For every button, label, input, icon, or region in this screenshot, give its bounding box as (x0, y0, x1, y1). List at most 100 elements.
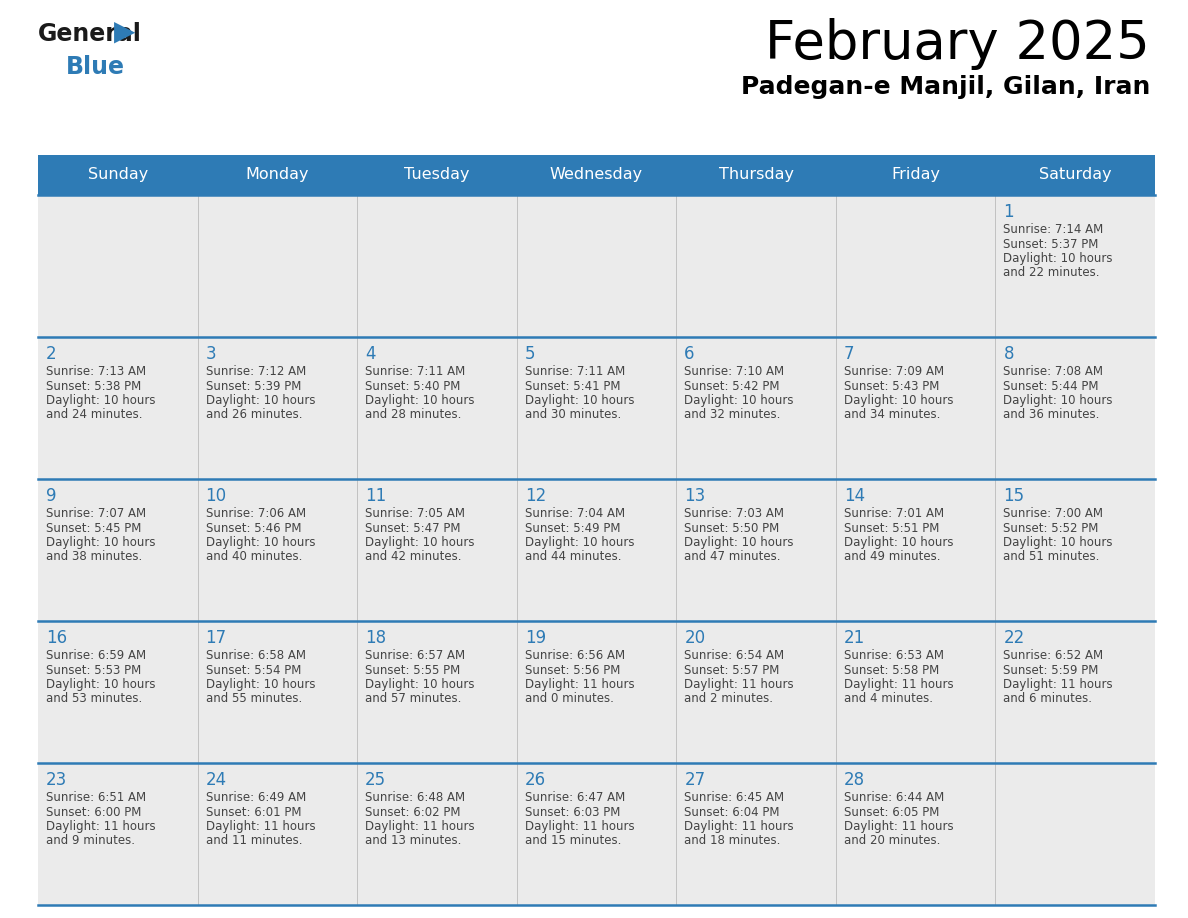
Text: Sunset: 6:01 PM: Sunset: 6:01 PM (206, 805, 301, 819)
FancyBboxPatch shape (517, 479, 676, 621)
Text: and 34 minutes.: and 34 minutes. (843, 409, 940, 421)
Text: Daylight: 10 hours: Daylight: 10 hours (46, 678, 156, 691)
Text: Sunset: 5:46 PM: Sunset: 5:46 PM (206, 521, 301, 534)
Text: Sunset: 6:00 PM: Sunset: 6:00 PM (46, 805, 141, 819)
Text: Daylight: 11 hours: Daylight: 11 hours (525, 820, 634, 833)
Text: Daylight: 11 hours: Daylight: 11 hours (843, 820, 954, 833)
Text: 10: 10 (206, 487, 227, 505)
FancyBboxPatch shape (676, 479, 836, 621)
FancyBboxPatch shape (517, 337, 676, 479)
Text: Sunset: 5:56 PM: Sunset: 5:56 PM (525, 664, 620, 677)
Text: Daylight: 10 hours: Daylight: 10 hours (1004, 252, 1113, 265)
Text: Friday: Friday (891, 167, 940, 183)
Text: Daylight: 10 hours: Daylight: 10 hours (46, 536, 156, 549)
FancyBboxPatch shape (676, 195, 836, 337)
Text: 7: 7 (843, 345, 854, 363)
Text: Sunset: 5:40 PM: Sunset: 5:40 PM (365, 379, 461, 393)
FancyBboxPatch shape (836, 621, 996, 763)
Text: Sunrise: 7:09 AM: Sunrise: 7:09 AM (843, 365, 944, 378)
FancyBboxPatch shape (517, 763, 676, 905)
Text: and 28 minutes.: and 28 minutes. (365, 409, 461, 421)
Text: and 9 minutes.: and 9 minutes. (46, 834, 135, 847)
Text: Daylight: 10 hours: Daylight: 10 hours (525, 536, 634, 549)
Text: and 38 minutes.: and 38 minutes. (46, 551, 143, 564)
Text: Sunrise: 6:57 AM: Sunrise: 6:57 AM (365, 649, 466, 662)
Text: Saturday: Saturday (1038, 167, 1112, 183)
Text: Sunset: 5:51 PM: Sunset: 5:51 PM (843, 521, 940, 534)
Text: Sunset: 6:04 PM: Sunset: 6:04 PM (684, 805, 779, 819)
Text: Sunrise: 6:59 AM: Sunrise: 6:59 AM (46, 649, 146, 662)
Text: and 26 minutes.: and 26 minutes. (206, 409, 302, 421)
Text: Sunrise: 6:44 AM: Sunrise: 6:44 AM (843, 791, 944, 804)
Text: Padegan-e Manjil, Gilan, Iran: Padegan-e Manjil, Gilan, Iran (740, 75, 1150, 99)
Text: 15: 15 (1004, 487, 1024, 505)
FancyBboxPatch shape (197, 479, 358, 621)
Text: and 51 minutes.: and 51 minutes. (1004, 551, 1100, 564)
Text: 9: 9 (46, 487, 57, 505)
Text: Daylight: 10 hours: Daylight: 10 hours (843, 536, 953, 549)
Text: Sunrise: 6:45 AM: Sunrise: 6:45 AM (684, 791, 784, 804)
Text: Sunset: 6:03 PM: Sunset: 6:03 PM (525, 805, 620, 819)
Text: 12: 12 (525, 487, 546, 505)
Text: Sunset: 5:58 PM: Sunset: 5:58 PM (843, 664, 939, 677)
Text: Sunset: 5:53 PM: Sunset: 5:53 PM (46, 664, 141, 677)
FancyBboxPatch shape (517, 621, 676, 763)
Text: and 47 minutes.: and 47 minutes. (684, 551, 781, 564)
Text: Daylight: 11 hours: Daylight: 11 hours (684, 678, 794, 691)
Text: 16: 16 (46, 629, 68, 647)
Text: 11: 11 (365, 487, 386, 505)
Text: 26: 26 (525, 771, 545, 789)
Text: and 6 minutes.: and 6 minutes. (1004, 692, 1093, 706)
FancyBboxPatch shape (38, 621, 197, 763)
Text: and 20 minutes.: and 20 minutes. (843, 834, 940, 847)
Text: Sunset: 6:02 PM: Sunset: 6:02 PM (365, 805, 461, 819)
Text: and 36 minutes.: and 36 minutes. (1004, 409, 1100, 421)
Text: Sunrise: 7:01 AM: Sunrise: 7:01 AM (843, 507, 944, 520)
Text: Daylight: 11 hours: Daylight: 11 hours (46, 820, 156, 833)
Text: 3: 3 (206, 345, 216, 363)
Text: Daylight: 11 hours: Daylight: 11 hours (843, 678, 954, 691)
Text: Sunrise: 7:12 AM: Sunrise: 7:12 AM (206, 365, 305, 378)
Text: Sunset: 5:50 PM: Sunset: 5:50 PM (684, 521, 779, 534)
FancyBboxPatch shape (996, 621, 1155, 763)
Text: Sunrise: 6:54 AM: Sunrise: 6:54 AM (684, 649, 784, 662)
Text: Sunday: Sunday (88, 167, 148, 183)
FancyBboxPatch shape (358, 763, 517, 905)
Text: Sunset: 5:49 PM: Sunset: 5:49 PM (525, 521, 620, 534)
FancyBboxPatch shape (836, 195, 996, 337)
FancyBboxPatch shape (38, 155, 1155, 195)
Text: and 57 minutes.: and 57 minutes. (365, 692, 461, 706)
FancyBboxPatch shape (676, 621, 836, 763)
Text: Thursday: Thursday (719, 167, 794, 183)
Text: and 18 minutes.: and 18 minutes. (684, 834, 781, 847)
Text: Daylight: 10 hours: Daylight: 10 hours (1004, 536, 1113, 549)
FancyBboxPatch shape (38, 479, 197, 621)
Text: General: General (38, 22, 141, 46)
Text: and 0 minutes.: and 0 minutes. (525, 692, 613, 706)
Text: and 44 minutes.: and 44 minutes. (525, 551, 621, 564)
Text: 22: 22 (1004, 629, 1025, 647)
Text: 6: 6 (684, 345, 695, 363)
Text: Sunset: 5:41 PM: Sunset: 5:41 PM (525, 379, 620, 393)
Text: Sunset: 6:05 PM: Sunset: 6:05 PM (843, 805, 940, 819)
Text: 25: 25 (365, 771, 386, 789)
Text: Daylight: 11 hours: Daylight: 11 hours (525, 678, 634, 691)
Text: Sunrise: 7:05 AM: Sunrise: 7:05 AM (365, 507, 466, 520)
FancyBboxPatch shape (996, 763, 1155, 905)
FancyBboxPatch shape (197, 763, 358, 905)
FancyBboxPatch shape (996, 337, 1155, 479)
Text: Daylight: 11 hours: Daylight: 11 hours (365, 820, 475, 833)
FancyBboxPatch shape (358, 337, 517, 479)
Text: 17: 17 (206, 629, 227, 647)
Text: Sunset: 5:42 PM: Sunset: 5:42 PM (684, 379, 779, 393)
Text: Daylight: 11 hours: Daylight: 11 hours (1004, 678, 1113, 691)
Text: Sunrise: 6:58 AM: Sunrise: 6:58 AM (206, 649, 305, 662)
Text: Sunrise: 6:51 AM: Sunrise: 6:51 AM (46, 791, 146, 804)
Text: Sunrise: 7:08 AM: Sunrise: 7:08 AM (1004, 365, 1104, 378)
Text: Sunrise: 7:14 AM: Sunrise: 7:14 AM (1004, 223, 1104, 236)
Text: Daylight: 10 hours: Daylight: 10 hours (206, 536, 315, 549)
FancyBboxPatch shape (676, 763, 836, 905)
Text: Sunset: 5:44 PM: Sunset: 5:44 PM (1004, 379, 1099, 393)
FancyBboxPatch shape (197, 337, 358, 479)
Text: Sunrise: 6:52 AM: Sunrise: 6:52 AM (1004, 649, 1104, 662)
